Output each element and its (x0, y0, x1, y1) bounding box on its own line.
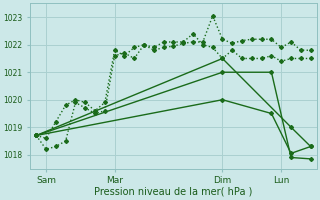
X-axis label: Pression niveau de la mer( hPa ): Pression niveau de la mer( hPa ) (94, 187, 252, 197)
